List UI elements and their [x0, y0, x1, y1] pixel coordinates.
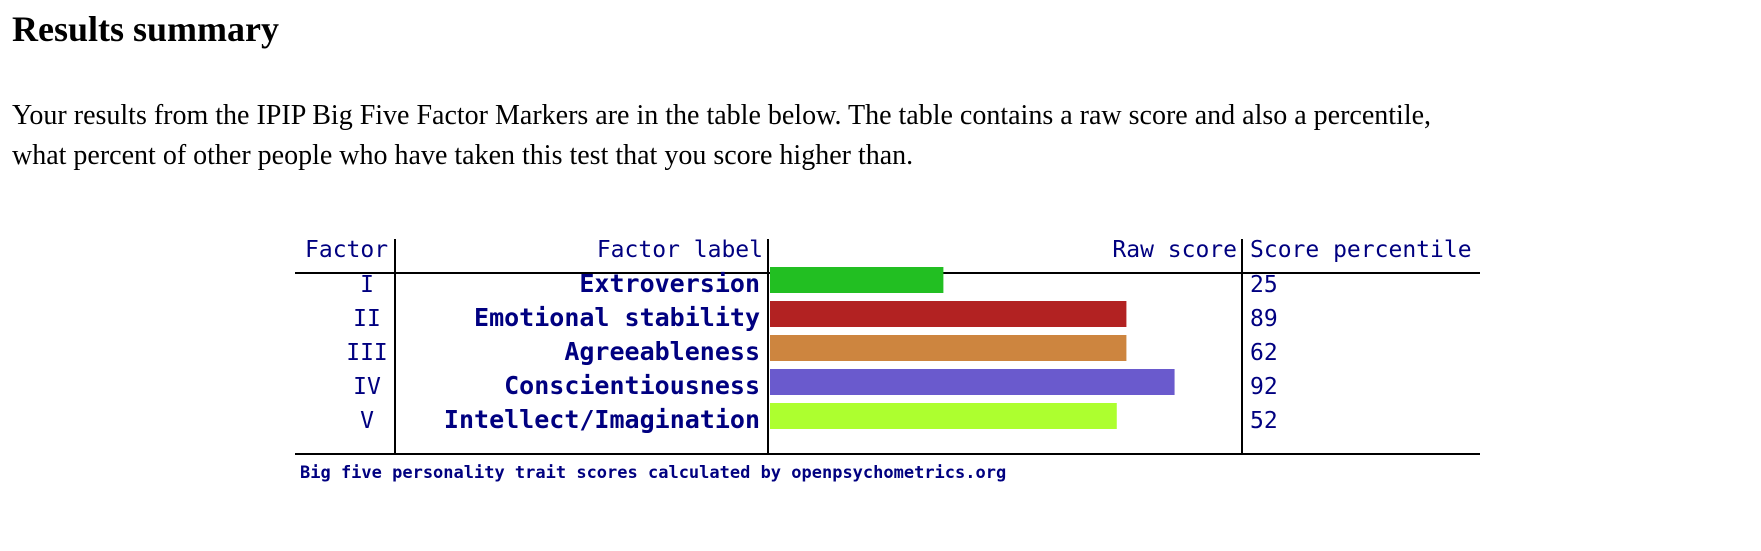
score-percentile-value: 62: [1250, 340, 1278, 366]
factor-label: Extroversion: [579, 269, 760, 298]
page-title: Results summary: [12, 9, 279, 49]
factor-numeral: II: [353, 306, 381, 332]
factor-numeral: I: [360, 272, 374, 298]
results-chart-svg: Factor Factor label Raw score Score percent…: [295, 237, 1480, 483]
score-percentile-value: 89: [1250, 306, 1278, 332]
raw-score-bar: [770, 267, 944, 293]
factor-numeral: IV: [353, 374, 381, 400]
chart-footer: Big five personality trait scores calcul…: [300, 463, 1006, 483]
factor-label: Agreeableness: [564, 337, 760, 366]
intro-text: Your results from the IPIP Big Five Fact…: [12, 96, 1752, 176]
raw-score-bar: [770, 335, 1127, 361]
results-chart: Factor Factor label Raw score Score percent…: [295, 235, 1495, 510]
factor-label: Intellect/Imagination: [444, 405, 760, 434]
score-percentile-value: 92: [1250, 374, 1278, 400]
intro-line-2: what percent of other people who have ta…: [12, 140, 914, 171]
raw-score-bar: [770, 301, 1127, 327]
factor-label: Conscientiousness: [504, 371, 760, 400]
column-header-raw-score: Raw score: [1112, 237, 1237, 263]
score-percentile-value: 52: [1250, 408, 1278, 434]
column-header-factor-label: Factor label: [597, 237, 763, 263]
column-header-score-percentile: Score percentile: [1250, 237, 1472, 263]
factor-numeral: III: [346, 340, 388, 366]
column-header-factor: Factor: [305, 237, 388, 263]
raw-score-bar: [770, 369, 1175, 395]
raw-score-bar: [770, 403, 1117, 429]
factor-numeral: V: [360, 408, 374, 434]
score-percentile-value: 25: [1250, 272, 1278, 298]
intro-line-1: Your results from the IPIP Big Five Fact…: [12, 100, 1432, 131]
factor-label: Emotional stability: [474, 303, 760, 332]
